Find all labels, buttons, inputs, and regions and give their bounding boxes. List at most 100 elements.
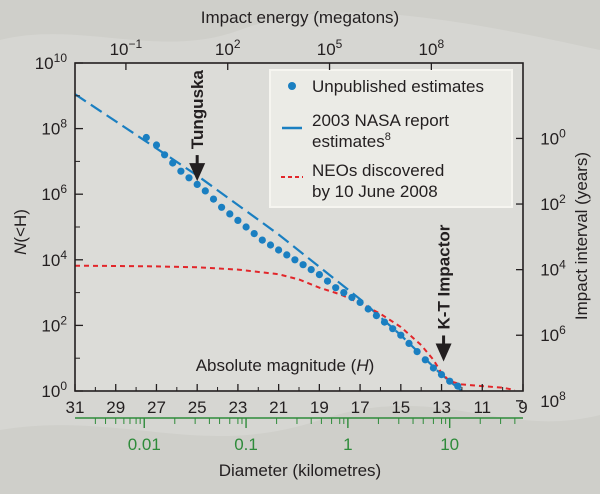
y-tick-label-exponent: 6 [60, 182, 67, 196]
top-axis-tick-label-exponent: 5 [336, 37, 343, 51]
y-tick-label: 104 [41, 248, 67, 270]
right-axis-tick-label-base: 10 [540, 326, 559, 345]
estimate-point [340, 289, 348, 297]
diameter-axis-title: Diameter (kilometres) [219, 461, 381, 480]
y-tick-label-base: 10 [41, 251, 60, 270]
estimate-point [283, 251, 291, 259]
estimate-point [234, 216, 242, 224]
right-axis-title: Impact interval (years) [572, 152, 591, 320]
diameter-tick-label: 1 [343, 435, 352, 454]
top-axis-tick-label-exponent: −1 [129, 37, 143, 51]
y-tick-label-base: 10 [41, 185, 60, 204]
estimate-point [380, 318, 389, 326]
x-tick-label: 31 [66, 398, 85, 417]
estimate-point [389, 325, 397, 333]
annotation-arrow [435, 343, 452, 362]
right-axis-tick-label-exponent: 2 [559, 192, 566, 206]
top-axis-tick-label: 108 [419, 37, 445, 59]
legend-label-neo-line1: NEOs discovered [312, 161, 444, 180]
legend-label-nasa-text: estimates [312, 132, 385, 151]
right-axis-tick-label-base: 10 [540, 129, 559, 148]
estimate-point [364, 305, 372, 313]
y-tick-label-exponent: 0 [60, 379, 67, 393]
x-tick-label: 19 [310, 398, 329, 417]
estimate-point [323, 277, 332, 285]
top-axis-tick-label-base: 10 [215, 40, 234, 59]
top-axis-tick-label-exponent: 2 [234, 37, 241, 51]
right-axis-tick-label: 106 [540, 323, 566, 345]
x-axis-title-close: ) [369, 356, 375, 375]
y-tick-label-exponent: 4 [60, 248, 67, 262]
legend-label-nasa-line1: 2003 NASA report [312, 111, 449, 130]
estimate-point [177, 167, 185, 175]
x-axis-title-text: Absolute magnitude ( [196, 356, 357, 375]
y-tick-label: 102 [41, 313, 67, 335]
right-axis-tick-label-base: 10 [540, 392, 559, 411]
estimate-point [421, 356, 429, 364]
x-axis-title: Absolute magnitude (H) [196, 356, 375, 375]
estimate-point [169, 159, 177, 167]
estimate-point [226, 210, 234, 218]
legend-box [269, 69, 513, 208]
estimate-point [372, 312, 380, 320]
top-axis-tick-label: 105 [317, 37, 343, 59]
estimate-point [405, 339, 413, 347]
estimate-point [242, 223, 250, 231]
right-axis-tick-label: 104 [540, 258, 566, 280]
estimate-point [348, 293, 356, 302]
x-tick-label: 23 [228, 398, 247, 417]
estimate-point [142, 133, 150, 142]
x-tick-label: 13 [432, 398, 451, 417]
y-tick-label-exponent: 8 [60, 117, 67, 131]
right-axis-tick-label: 102 [540, 192, 566, 214]
x-tick-label: 15 [391, 398, 410, 417]
estimate-point [332, 284, 340, 292]
y-axis-title-rest: (<H) [11, 209, 30, 243]
x-tick-label: 29 [106, 398, 125, 417]
y-tick-label-base: 10 [35, 54, 54, 73]
y-tick-label: 106 [41, 182, 67, 204]
estimate-point [218, 203, 226, 211]
estimate-point [454, 382, 462, 390]
estimate-point [266, 241, 275, 249]
estimate-point [209, 195, 218, 203]
y-tick-label: 1010 [35, 51, 68, 73]
y-tick-label-base: 10 [41, 316, 60, 335]
estimate-point [152, 141, 161, 149]
x-tick-label: 17 [351, 398, 370, 417]
legend-label-nasa-line2: estimates8 [312, 131, 391, 151]
top-axis-tick-label-base: 10 [110, 40, 129, 59]
y-tick-label-exponent: 2 [60, 313, 67, 327]
annotation-label: K-T Impactor [435, 224, 454, 329]
annotation-label: Tunguska [188, 70, 207, 150]
diameter-tick-label: 10 [440, 435, 459, 454]
estimate-point [201, 187, 209, 195]
y-tick-label: 100 [41, 379, 67, 401]
top-axis-tick-label-exponent: 8 [437, 37, 444, 51]
estimate-point [275, 246, 283, 254]
estimate-point [307, 266, 315, 274]
legend-label-estimates: Unpublished estimates [312, 77, 484, 96]
right-axis-tick-label-base: 10 [540, 195, 559, 214]
right-axis-tick-label-exponent: 6 [559, 323, 566, 337]
estimate-point [397, 331, 405, 339]
right-axis-tick-label-exponent: 4 [559, 258, 566, 272]
background-texture [0, 0, 600, 50]
legend-label-nasa-superscript: 8 [385, 131, 391, 143]
x-tick-label: 21 [269, 398, 288, 417]
y-tick-label-base: 10 [41, 382, 60, 401]
x-tick-label: 27 [147, 398, 166, 417]
y-axis-title-symbol: N [11, 242, 30, 255]
estimate-point [185, 174, 193, 182]
estimate-point [258, 236, 266, 244]
top-axis-title: Impact energy (megatons) [201, 8, 399, 27]
top-axis-tick-label: 102 [215, 37, 241, 59]
right-axis-tick-label-base: 10 [540, 261, 559, 280]
right-axis-tick-label-exponent: 0 [559, 126, 566, 140]
estimate-point [161, 151, 169, 159]
top-axis-tick-label: 10−1 [110, 37, 143, 59]
diameter-tick-label: 0.01 [128, 435, 161, 454]
y-tick-label-exponent: 10 [54, 51, 68, 65]
estimate-point [299, 261, 307, 269]
